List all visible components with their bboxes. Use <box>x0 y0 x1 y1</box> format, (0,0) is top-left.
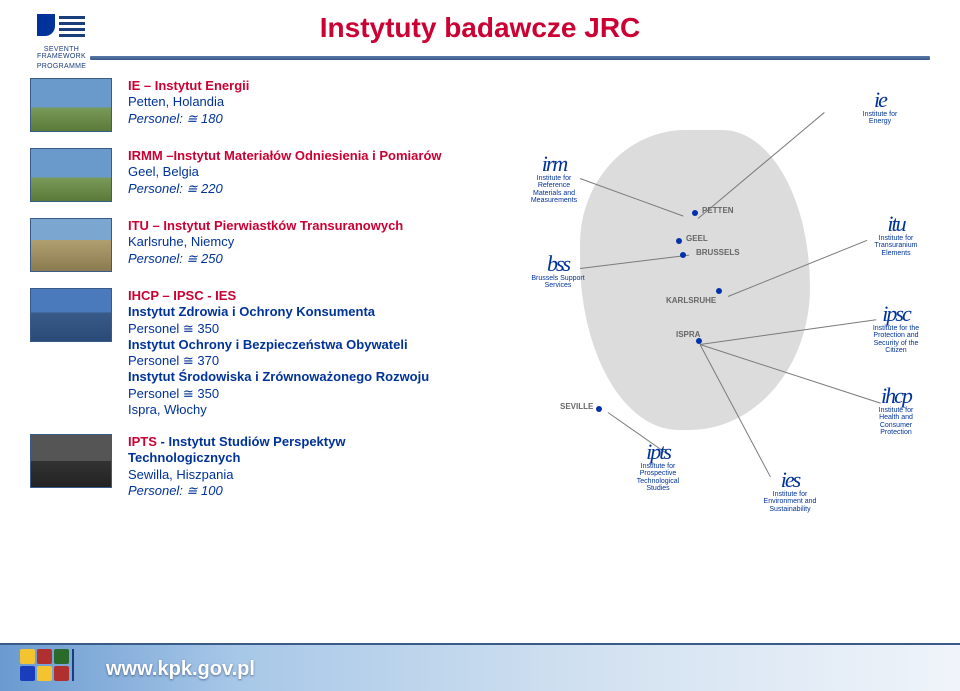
inst-itu-cap: Institute for Transuranium Elements <box>868 235 924 257</box>
kpk-logo-icon <box>20 649 90 687</box>
thumb-itu <box>30 218 112 272</box>
city-seville: SEVILLE <box>560 402 593 411</box>
ispra-b2: Personel ≅ 370 <box>128 353 429 369</box>
itu-hdr: ITU – Instytut Pierwiastków Transuranowy… <box>128 218 403 234</box>
inst-ies: ies Institute for Environment and Sustai… <box>762 468 818 513</box>
ipts-hdr-line1: IPTS - Instytut Studiów Perspektyw <box>128 434 345 450</box>
inst-ipsc-cap: Institute for the Protection and Securit… <box>868 325 924 354</box>
ipts-hdr-strong: IPTS <box>128 434 157 449</box>
irmm-pers: Personel: ≅ 220 <box>128 181 442 197</box>
inst-ies-cap: Institute for Environment and Sustainabi… <box>762 491 818 513</box>
inst-ipts: ipts Institute for Prospective Technolog… <box>630 440 686 492</box>
inst-ihcp-cap: Institute for Health and Consumer Protec… <box>868 407 924 436</box>
thumb-ispra <box>30 288 112 342</box>
ispra-loc: Ispra, Włochy <box>128 402 429 418</box>
inst-irm-sym: irm <box>526 152 582 175</box>
block-ie: IE – Instytut Energii Petten, Holandia P… <box>30 78 530 132</box>
inst-ihcp-sym: ihcp <box>868 384 924 407</box>
inst-itu: itu Institute for Transuranium Elements <box>868 212 924 257</box>
ispra-c1: Instytut Środowiska i Zrównoważonego Roz… <box>128 369 429 385</box>
inst-itu-sym: itu <box>868 212 924 235</box>
inst-bss-sym: bss <box>530 252 586 275</box>
itu-pers: Personel: ≅ 250 <box>128 251 403 267</box>
ispra-b1: Instytut Ochrony i Bezpieczeństwa Obywat… <box>128 337 429 353</box>
left-column: IE – Instytut Energii Petten, Holandia P… <box>30 78 530 515</box>
inst-irm-cap: Institute for Reference Materials and Me… <box>526 175 582 204</box>
fp7-text-1: SEVENTH FRAMEWORK <box>24 46 99 61</box>
europe-map: PETTEN GEEL BRUSSELS KARLSRUHE ISPRA SEV… <box>500 70 930 590</box>
city-karlsruhe: KARLSRUHE <box>666 296 716 305</box>
ipts-loc: Sewilla, Hiszpania <box>128 467 345 483</box>
header: Instytuty badawcze JRC <box>0 12 960 44</box>
ipts-hdr-line2: Technologicznych <box>128 450 345 466</box>
ie-loc: Petten, Holandia <box>128 94 249 110</box>
thumb-irmm <box>30 148 112 202</box>
dot-geel <box>676 238 682 244</box>
dot-petten <box>692 210 698 216</box>
ipts-hdr-rest: - Instytut Studiów Perspektyw <box>161 434 346 449</box>
inst-irm: irm Institute for Reference Materials an… <box>526 152 582 204</box>
dot-brussels <box>680 252 686 258</box>
ispra-c2: Personel ≅ 350 <box>128 386 429 402</box>
irmm-hdr: IRMM –Instytut Materiałów Odniesienia i … <box>128 148 442 164</box>
irmm-loc: Geel, Belgia <box>128 164 442 180</box>
city-petten: PETTEN <box>702 206 734 215</box>
inst-ihcp: ihcp Institute for Health and Consumer P… <box>868 384 924 436</box>
inst-ies-sym: ies <box>762 468 818 491</box>
city-ispra: ISPRA <box>676 330 700 339</box>
inst-ie: ie Institute for Energy <box>852 88 908 126</box>
inst-ipsc: ipsc Institute for the Protection and Se… <box>868 302 924 354</box>
title-underline <box>90 56 930 60</box>
dot-karlsruhe <box>716 288 722 294</box>
inst-ipsc-sym: ipsc <box>868 302 924 325</box>
itu-loc: Karlsruhe, Niemcy <box>128 234 403 250</box>
page-title: Instytuty badawcze JRC <box>0 12 960 44</box>
inst-ie-sym: ie <box>852 88 908 111</box>
block-ispra: IHCP – IPSC - IES Instytut Zdrowia i Och… <box>30 288 530 418</box>
city-brussels: BRUSSELS <box>696 248 740 257</box>
fp7-text-2: PROGRAMME <box>24 63 99 70</box>
inst-bss: bss Brussels Support Services <box>530 252 586 290</box>
thumb-ipts <box>30 434 112 488</box>
footer-url: www.kpk.gov.pl <box>106 658 255 681</box>
inst-ie-cap: Institute for Energy <box>852 111 908 126</box>
ispra-a2: Personel ≅ 350 <box>128 321 429 337</box>
ipts-pers: Personel: ≅ 100 <box>128 483 345 499</box>
dot-seville <box>596 406 602 412</box>
inst-bss-cap: Brussels Support Services <box>530 275 586 290</box>
ispra-hdr: IHCP – IPSC - IES <box>128 288 429 304</box>
ie-hdr: IE – Instytut Energii <box>128 78 249 94</box>
ie-pers: Personel: ≅ 180 <box>128 111 249 127</box>
city-geel: GEEL <box>686 234 708 243</box>
block-itu: ITU – Instytut Pierwiastków Transuranowy… <box>30 218 530 272</box>
ispra-a1: Instytut Zdrowia i Ochrony Konsumenta <box>128 304 429 320</box>
thumb-ie <box>30 78 112 132</box>
footer: www.kpk.gov.pl <box>0 643 960 691</box>
block-ipts: IPTS - Instytut Studiów Perspektyw Techn… <box>30 434 530 499</box>
europe-shape <box>580 130 810 430</box>
inst-ipts-cap: Institute for Prospective Technological … <box>630 463 686 492</box>
inst-ipts-sym: ipts <box>630 440 686 463</box>
block-irmm: IRMM –Instytut Materiałów Odniesienia i … <box>30 148 530 202</box>
